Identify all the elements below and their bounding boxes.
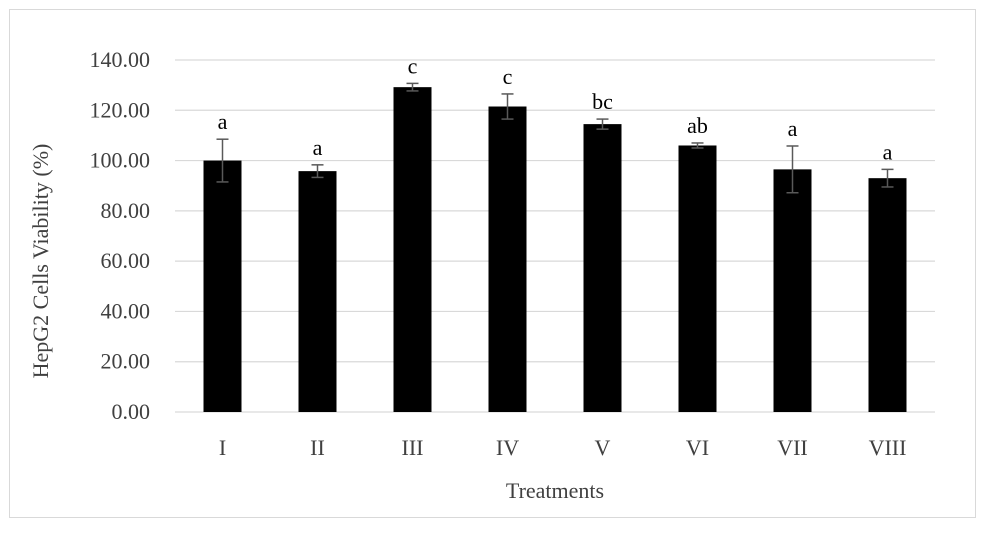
significance-label: a — [218, 109, 228, 134]
y-tick-label: 40.00 — [101, 298, 151, 323]
significance-labels: a a c c bc ab a a — [218, 53, 893, 164]
x-tick-label: VI — [686, 435, 709, 460]
y-axis-title: HepG2 Cells Viability (%) — [28, 144, 53, 379]
gridlines — [175, 59, 935, 413]
x-tick-label: II — [310, 435, 325, 460]
significance-label: c — [503, 64, 513, 89]
x-tick-label: VIII — [869, 435, 907, 460]
y-tick-label: 120.00 — [90, 97, 151, 122]
bar — [773, 169, 812, 412]
y-tick-label: 140.00 — [90, 47, 151, 72]
x-tick-label: I — [219, 435, 226, 460]
x-axis-ticks: I II III IV V VI VII VIII — [219, 435, 907, 460]
x-tick-label: III — [402, 435, 424, 460]
bar — [298, 171, 337, 412]
bar — [678, 145, 717, 412]
y-tick-label: 100.00 — [90, 148, 151, 173]
bar — [868, 178, 907, 412]
bar — [393, 87, 432, 412]
error-bars — [216, 82, 894, 194]
x-axis-title: Treatments — [506, 478, 604, 503]
y-tick-label: 0.00 — [112, 399, 151, 424]
y-tick-label: 20.00 — [101, 349, 151, 374]
significance-label: c — [408, 53, 418, 78]
x-tick-label: VII — [777, 435, 808, 460]
significance-label: a — [313, 135, 323, 160]
bar — [583, 124, 622, 412]
x-tick-label: IV — [496, 435, 519, 460]
y-tick-label: 60.00 — [101, 248, 151, 273]
bar — [488, 106, 527, 412]
significance-label: a — [883, 139, 893, 164]
y-tick-label: 80.00 — [101, 198, 151, 223]
y-axis-ticks: 0.00 20.00 40.00 60.00 80.00 100.00 120.00 140.… — [90, 47, 151, 424]
bars — [203, 87, 907, 412]
bar — [203, 160, 242, 412]
significance-label: a — [788, 116, 798, 141]
x-tick-label: V — [595, 435, 611, 460]
significance-label: ab — [687, 113, 708, 138]
significance-label: bc — [592, 89, 613, 114]
